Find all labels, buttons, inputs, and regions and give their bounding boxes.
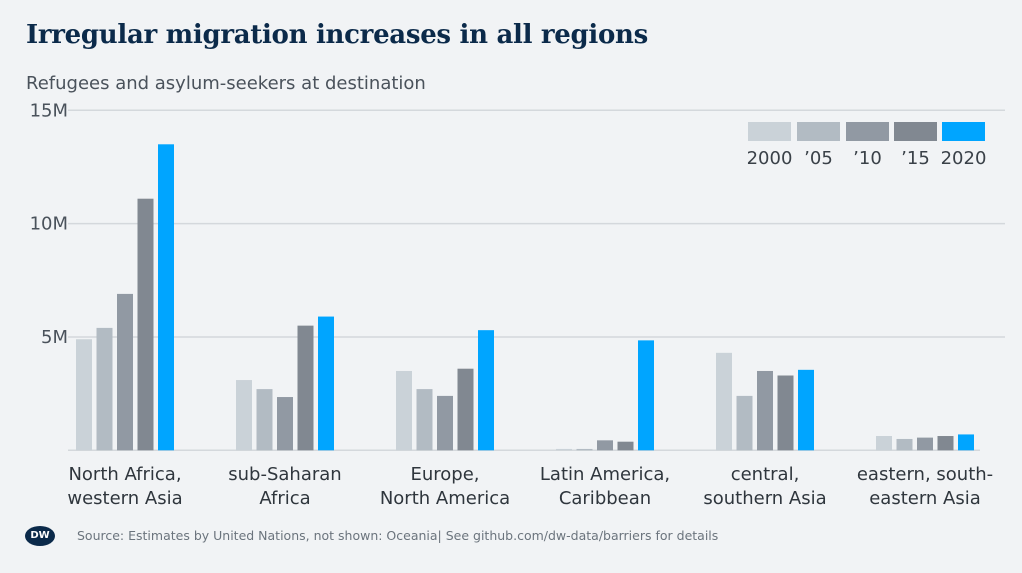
bar-10-1 bbox=[277, 397, 293, 451]
chart-title: Irregular migration increases in all reg… bbox=[26, 20, 648, 50]
bar-2000-3 bbox=[556, 448, 572, 451]
bar-2000-0 bbox=[76, 339, 92, 451]
legend-label: ’10 bbox=[853, 148, 882, 169]
category-label: Caribbean bbox=[559, 488, 651, 509]
source-note: Source: Estimates by United Nations, not… bbox=[77, 528, 719, 543]
bar-2020-5 bbox=[958, 434, 974, 451]
bar-15-1 bbox=[297, 325, 314, 451]
category-label: North America bbox=[380, 488, 510, 509]
category-label: eastern Asia bbox=[869, 488, 981, 509]
bar-05-5 bbox=[896, 438, 913, 451]
bar-2020-1 bbox=[318, 316, 334, 451]
category-label: Latin America, bbox=[540, 464, 670, 485]
legend-label: 2000 bbox=[747, 148, 793, 169]
bar-05-4 bbox=[736, 395, 753, 451]
bar-10-2 bbox=[437, 395, 453, 451]
chart-subtitle: Refugees and asylum-seekers at destinati… bbox=[26, 73, 426, 94]
bar-15-5 bbox=[937, 436, 954, 451]
legend-label: 2020 bbox=[941, 148, 987, 169]
bar-10-4 bbox=[757, 370, 773, 451]
bar-2000-2 bbox=[396, 370, 412, 451]
y-tick-label: 5M bbox=[41, 327, 68, 348]
category-label: eastern, south- bbox=[857, 464, 993, 485]
bar-15-3 bbox=[617, 441, 634, 451]
category-label: southern Asia bbox=[703, 488, 826, 509]
bar-2020-2 bbox=[478, 330, 494, 451]
legend-swatch bbox=[748, 122, 791, 141]
bar-10-5 bbox=[917, 437, 933, 451]
y-tick-label: 10M bbox=[30, 214, 68, 235]
legend-label: ’05 bbox=[804, 148, 833, 169]
legend-label: ’15 bbox=[901, 148, 930, 169]
bar-05-2 bbox=[416, 389, 433, 451]
legend-swatch bbox=[942, 122, 985, 141]
bar-15-2 bbox=[457, 368, 474, 451]
bar-2000-4 bbox=[716, 352, 732, 451]
bar-05-1 bbox=[256, 389, 273, 451]
bar-10-3 bbox=[597, 440, 613, 451]
category-label: Africa bbox=[259, 488, 310, 509]
bar-05-3 bbox=[576, 448, 593, 451]
bar-10-0 bbox=[117, 293, 133, 451]
legend-swatch bbox=[797, 122, 840, 141]
bar-15-0 bbox=[137, 198, 154, 451]
bar-2020-0 bbox=[158, 144, 174, 451]
bar-2000-1 bbox=[236, 380, 252, 451]
category-label: Europe, bbox=[410, 464, 479, 485]
category-label: central, bbox=[731, 464, 800, 485]
bar-2020-3 bbox=[638, 340, 654, 451]
legend-swatch bbox=[846, 122, 889, 141]
bar-2000-5 bbox=[876, 436, 892, 451]
dw-logo: DW bbox=[25, 526, 55, 546]
bar-05-0 bbox=[96, 327, 113, 451]
bar-2020-4 bbox=[798, 369, 814, 451]
category-label: sub-Saharan bbox=[228, 464, 341, 485]
category-label: western Asia bbox=[67, 488, 182, 509]
legend-swatch bbox=[894, 122, 937, 141]
bar-15-4 bbox=[777, 375, 794, 451]
category-label: North Africa, bbox=[68, 464, 181, 485]
y-tick-label: 15M bbox=[30, 100, 68, 121]
